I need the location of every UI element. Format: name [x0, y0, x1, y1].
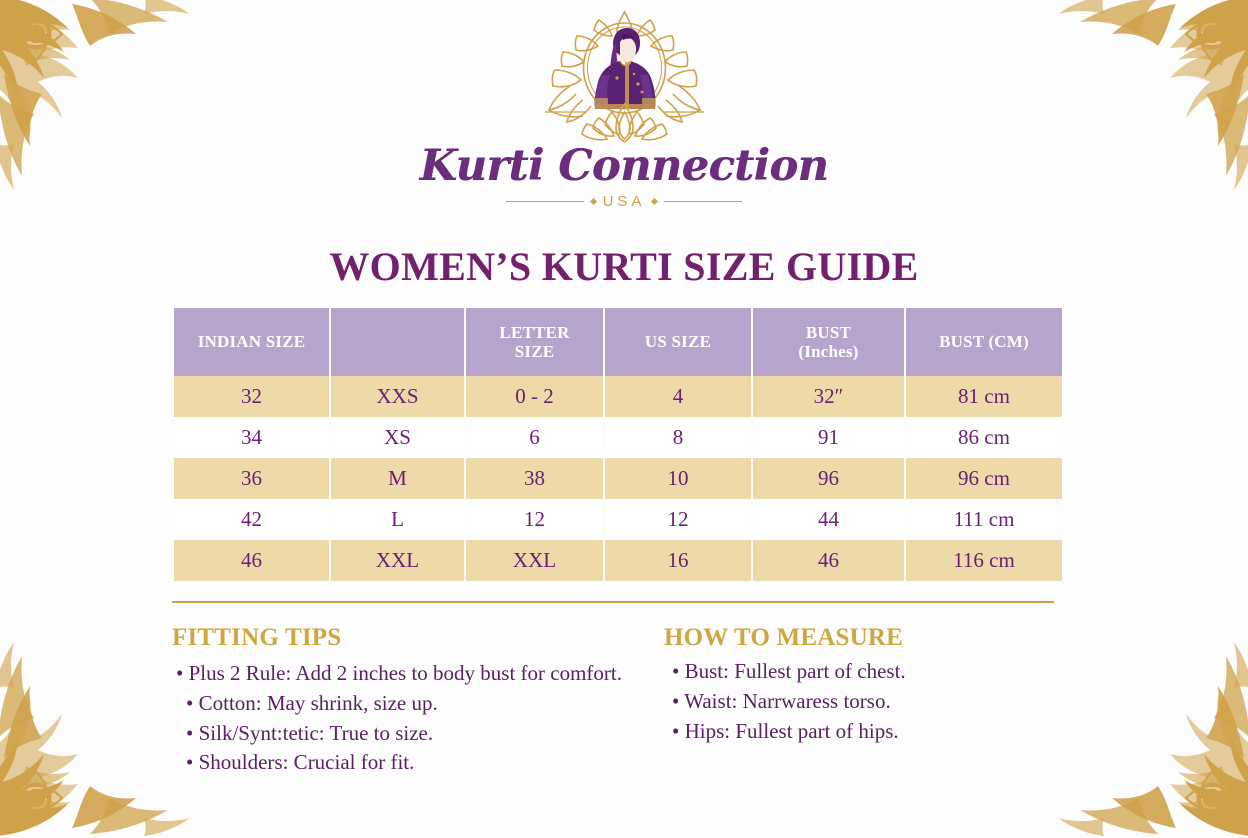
cell-bust-cm: 81 cm: [906, 376, 1062, 417]
cell-letter-size: 12: [466, 499, 603, 540]
cell-us-size: 4: [605, 376, 751, 417]
page-title: WOMEN’S KURTI SIZE GUIDE: [329, 244, 919, 289]
cell-bust-cm: 86 cm: [906, 417, 1062, 458]
fitting-tip-item: • Silk/Synt:tetic: True to size.: [186, 720, 434, 745]
measure-tip-item: • Hips: Fullest part of hips.: [672, 718, 899, 743]
diamond-dot-left-icon: [589, 198, 597, 206]
cell-blank-size: XXL: [331, 540, 464, 581]
cell-indian-size: 36: [174, 458, 329, 499]
cell-blank-size: M: [331, 458, 464, 499]
cell-indian-size: 32: [174, 376, 329, 417]
corner-ornament-bottom-right: [1054, 638, 1248, 838]
brand-locale-row: USA: [505, 193, 743, 211]
table-row: 42 L 12 12 44 111 cm: [174, 499, 1062, 540]
cell-us-size: 8: [605, 417, 751, 458]
fitting-tip-item: • Cotton: May shrink, size up.: [186, 690, 438, 715]
cell-bust-inches: 46: [753, 540, 904, 581]
column-header-indian-size: INDIAN SIZE: [174, 308, 329, 376]
divider-rule-left: [505, 200, 584, 203]
cell-bust-inches: 32″: [753, 376, 904, 417]
fitting-tip-item: • Shoulders: Crucial for fit.: [186, 750, 415, 775]
cell-bust-cm: 96 cm: [906, 458, 1062, 499]
measure-tip-item: • Waist: Narrwaress torso.: [672, 688, 891, 713]
tips-section: FITTING TIPS • Plus 2 Rule: Add 2 inches…: [172, 624, 1072, 778]
table-row: 46 XXL XXL 16 46 116 cm: [174, 540, 1062, 581]
cell-bust-inches: 96: [753, 458, 904, 499]
cell-bust-cm: 111 cm: [906, 499, 1062, 540]
cell-us-size: 12: [605, 499, 751, 540]
brand-logo: Kurti Connection USA: [0, 8, 1248, 210]
header-line-1: INDIAN SIZE: [197, 332, 306, 352]
header-line-1: BUST: [805, 322, 852, 342]
brand-name: Kurti Connection: [419, 141, 829, 191]
header-line-1: BUST (CM): [939, 332, 1029, 352]
kurti-woman-mandala-emblem: [544, 10, 704, 143]
column-header-us-size: US SIZE: [605, 308, 751, 376]
header-line-1: LETTER: [499, 322, 570, 342]
divider-rule-right: [664, 200, 743, 203]
cell-blank-size: XS: [331, 417, 464, 458]
cell-indian-size: 42: [174, 499, 329, 540]
diamond-dot-right-icon: [651, 198, 659, 206]
fitting-tips-column: FITTING TIPS • Plus 2 Rule: Add 2 inches…: [172, 624, 664, 778]
cell-bust-inches: 44: [753, 499, 904, 540]
header-line-2: SIZE: [514, 342, 555, 361]
table-row: 36 M 38 10 96 96 cm: [174, 458, 1062, 499]
cell-indian-size: 34: [174, 417, 329, 458]
how-to-measure-column: HOW TO MEASURE • Bust: Fullest part of c…: [664, 624, 1072, 778]
column-header-letter-size: LETTER SIZE: [466, 308, 603, 376]
fitting-tip-item: • Plus 2 Rule: Add 2 inches to body bust…: [176, 661, 622, 685]
column-header-bust-cm: BUST (CM): [906, 308, 1062, 376]
column-header-bust-inches: BUST (Inches): [753, 308, 904, 376]
cell-us-size: 16: [605, 540, 751, 581]
cell-letter-size: 0 - 2: [466, 376, 603, 417]
cell-us-size: 10: [605, 458, 751, 499]
header-line-2: (Inches): [798, 342, 859, 361]
table-header-row: INDIAN SIZE LETTER SIZE US SIZE BUST (In…: [174, 308, 1062, 376]
header-line-1: US SIZE: [644, 332, 712, 352]
section-divider: [172, 601, 1054, 603]
column-header-blank: [331, 308, 464, 376]
cell-letter-size: 6: [466, 417, 603, 458]
cell-letter-size: 38: [466, 458, 603, 499]
table-row: 34 XS 6 8 91 86 cm: [174, 417, 1062, 458]
cell-bust-cm: 116 cm: [906, 540, 1062, 581]
measure-tip-item: • Bust: Fullest part of chest.: [672, 659, 906, 683]
cell-indian-size: 46: [174, 540, 329, 581]
table-row: 32 XXS 0 - 2 4 32″ 81 cm: [174, 376, 1062, 417]
how-to-measure-heading: HOW TO MEASURE: [664, 624, 903, 651]
brand-locale: USA: [602, 193, 646, 211]
cell-blank-size: XXS: [331, 376, 464, 417]
cell-blank-size: L: [331, 499, 464, 540]
fitting-tips-heading: FITTING TIPS: [172, 624, 342, 651]
cell-letter-size: XXL: [466, 540, 603, 581]
size-guide-table: INDIAN SIZE LETTER SIZE US SIZE BUST (In…: [172, 308, 1064, 581]
cell-bust-inches: 91: [753, 417, 904, 458]
corner-ornament-bottom-left: [0, 638, 194, 838]
